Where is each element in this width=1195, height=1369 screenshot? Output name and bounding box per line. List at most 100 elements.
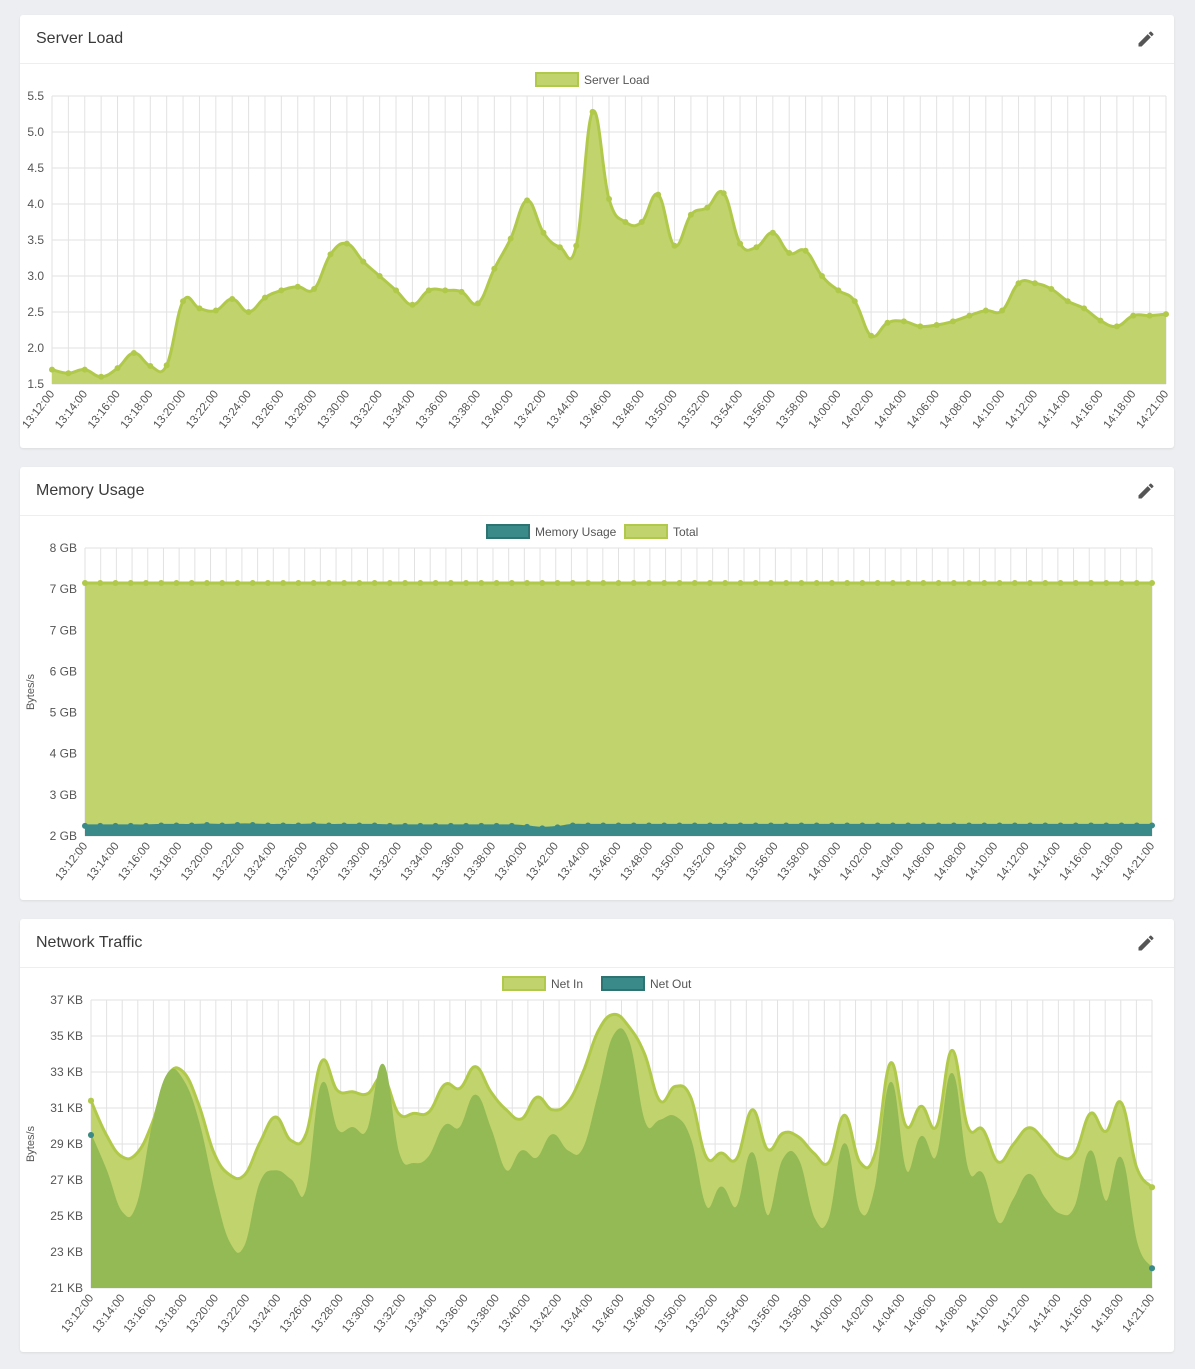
y-tick-label: 8 GB [50, 541, 77, 555]
data-point [1064, 298, 1071, 305]
data-point [671, 242, 678, 249]
data-point [630, 822, 637, 829]
data-point [1048, 285, 1055, 292]
card-title: Server Load [36, 30, 124, 47]
data-point [917, 323, 924, 330]
data-point [539, 580, 546, 587]
data-point [889, 580, 896, 587]
data-point [212, 307, 219, 314]
data-point [798, 580, 805, 587]
data-point [493, 580, 500, 587]
data-point [524, 823, 531, 830]
y-tick-label: 21 KB [50, 1281, 83, 1295]
card-title: Network Traffic [36, 934, 143, 951]
data-point [813, 580, 820, 587]
data-point [706, 822, 713, 829]
pencil-icon[interactable] [1136, 481, 1156, 501]
x-tick-label: 14:00:00 [807, 388, 844, 431]
data-point [1149, 1184, 1155, 1191]
legend: Memory Usage Total [486, 524, 698, 539]
x-tick-label: 13:42:00 [512, 388, 549, 431]
server-load-card: Server Load Server Load 1.5 2.0 2.5 3.0 3.5 4.… [20, 15, 1174, 448]
data-point [874, 822, 881, 829]
data-point [722, 580, 729, 587]
y-tick-label: 3 GB [50, 788, 77, 802]
data-point [540, 229, 547, 236]
data-point [1072, 580, 1079, 587]
data-point [147, 363, 154, 369]
data-point [142, 822, 149, 829]
data-point [1133, 822, 1140, 829]
data-point [889, 822, 896, 829]
pencil-icon[interactable] [1136, 29, 1156, 49]
data-point [554, 824, 561, 831]
x-tick-label: 13:58:00 [774, 388, 811, 431]
x-tick-label: 14:21:00 [1134, 388, 1171, 431]
data-point [905, 580, 912, 587]
data-point [81, 366, 88, 373]
legend-swatch [535, 72, 579, 87]
data-point [630, 580, 637, 587]
data-point [360, 258, 367, 265]
data-point [311, 285, 318, 292]
series-area [85, 824, 1152, 836]
data-point [884, 319, 891, 326]
data-point [417, 822, 424, 829]
x-tick-label: 14:08:00 [938, 388, 975, 431]
data-point [1103, 822, 1110, 829]
data-point [82, 580, 88, 587]
y-axis-label: Bytes/s [25, 673, 37, 710]
data-point [606, 195, 612, 202]
legend-label: Total [673, 525, 698, 539]
data-point [661, 822, 668, 829]
data-point [310, 821, 317, 828]
data-point [245, 309, 252, 315]
data-point [442, 287, 449, 294]
data-point [802, 247, 809, 254]
data-point [463, 822, 470, 829]
data-point [295, 580, 302, 587]
data-point [1113, 323, 1120, 330]
data-point [402, 580, 409, 587]
data-point [508, 580, 515, 587]
memory-usage-card: Memory Usage Memory Usage Total 2 GB 3 GB 4 … [20, 467, 1174, 900]
data-point [676, 580, 683, 587]
data-point [386, 580, 393, 587]
data-point [65, 370, 72, 377]
data-point [1031, 280, 1038, 287]
data-point [645, 822, 652, 829]
data-point [130, 350, 137, 357]
data-point [508, 822, 515, 829]
series-line [89, 1012, 1154, 1189]
data-point [249, 821, 256, 828]
data-point [1118, 580, 1125, 587]
data-point [1057, 580, 1064, 587]
x-tick-label: 14:21:00 [1120, 1292, 1157, 1335]
data-point [935, 580, 942, 587]
pencil-icon[interactable] [1136, 933, 1156, 953]
data-point [935, 822, 942, 829]
data-point [752, 822, 759, 829]
data-point [478, 822, 485, 829]
data-point [1118, 822, 1125, 829]
data-point [343, 240, 350, 247]
card-header: Memory Usage [20, 467, 1174, 516]
x-tick-label: 13:30:00 [315, 388, 352, 431]
data-point [371, 580, 378, 587]
network-traffic-chart: Net In Net Out 21 KB 23 KB 25 KB 27 KB 29 KB 31… [25, 976, 1157, 1335]
data-point [417, 580, 424, 587]
data-point [1097, 317, 1104, 324]
data-point [295, 822, 302, 829]
y-tick-label: 4 GB [50, 747, 77, 761]
x-tick-label: 13:52:00 [676, 388, 713, 431]
data-point [933, 321, 940, 328]
data-point [638, 219, 645, 225]
data-point [585, 822, 592, 829]
data-point [409, 301, 416, 308]
data-point [1146, 312, 1153, 319]
data-point [737, 580, 744, 587]
data-point [371, 822, 378, 829]
data-point [82, 822, 88, 829]
y-tick-label: 23 KB [50, 1245, 83, 1259]
y-tick-label: 6 GB [50, 664, 77, 678]
